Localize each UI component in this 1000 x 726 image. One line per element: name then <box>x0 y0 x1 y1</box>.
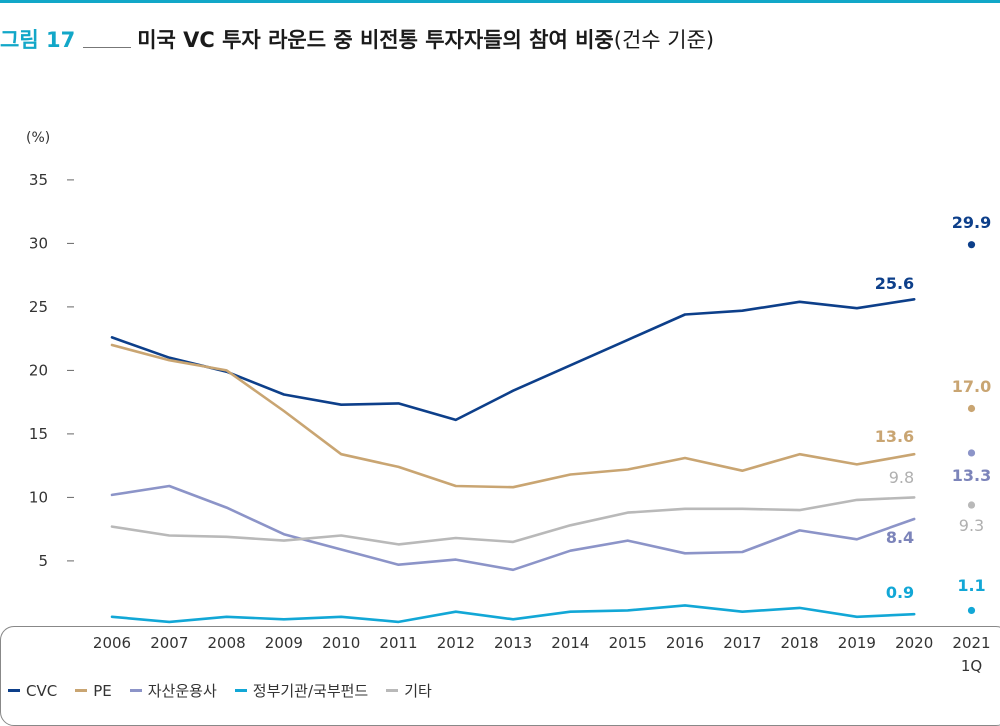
series-line-0 <box>110 297 916 422</box>
top-rule <box>0 0 1000 3</box>
figure-subtitle: (건수 기준) <box>613 28 715 52</box>
y-axis-unit: (%) <box>26 130 50 146</box>
q1-label-4: 9.3 <box>959 516 984 535</box>
q1-point-1 <box>967 404 976 413</box>
end-label-4: 9.8 <box>889 468 914 487</box>
y-tick-label-5: 5 <box>38 552 48 570</box>
q1-point-0 <box>967 241 976 249</box>
figure-main-title: 미국 VC 투자 라운드 중 비전통 투자자들의 참여 비중 <box>137 28 614 52</box>
legend-label-1: PE <box>93 681 112 700</box>
legend-swatch-2 <box>129 689 142 692</box>
legend-item-2: 자산운용사 <box>129 680 217 701</box>
q1-point-2 <box>967 449 976 457</box>
figure-title: 그림 17 미국 VC 투자 라운드 중 비전통 투자자들의 참여 비중(건수 기… <box>0 24 714 54</box>
legend-item-0: CVC <box>8 680 57 701</box>
x-tick-label-1q: 1Q <box>961 657 982 675</box>
q1-label-2: 13.3 <box>952 466 991 485</box>
x-tick-label-2013: 2013 <box>494 634 532 652</box>
end-label-1: 13.6 <box>875 427 914 446</box>
y-tick-label-15: 15 <box>29 425 48 443</box>
series-line-3 <box>110 604 916 624</box>
y-tick-label-35: 35 <box>29 171 48 189</box>
x-tick-label-2009: 2009 <box>265 634 303 652</box>
legend-swatch-4 <box>386 689 399 692</box>
x-tick-label-2010: 2010 <box>322 634 360 652</box>
x-tick-label-2018: 2018 <box>781 634 819 652</box>
x-tick-label-2021: 2021 <box>952 634 990 652</box>
legend-item-3: 정부기관/국부펀드 <box>234 680 369 701</box>
legend-swatch-1 <box>75 689 88 692</box>
legend-item-1: PE <box>75 680 112 701</box>
x-tick-label-2019: 2019 <box>838 634 876 652</box>
legend-swatch-0 <box>8 689 20 692</box>
x-tick-label-2020: 2020 <box>895 634 933 652</box>
legend-frame <box>0 626 1000 726</box>
legend-label-3: 정부기관/국부펀드 <box>252 682 369 700</box>
title-separator <box>83 46 132 48</box>
q1-label-0: 29.9 <box>952 213 991 232</box>
series-line-4 <box>110 496 916 546</box>
x-tick-label-2014: 2014 <box>551 634 589 652</box>
figure-number: 그림 17 <box>0 28 76 52</box>
legend: CVC PE 자산운용사 정부기관/국부펀드 기타 <box>8 680 432 701</box>
x-tick-label-2015: 2015 <box>609 634 647 652</box>
y-tick-label-30: 30 <box>29 234 48 252</box>
x-tick-label-2011: 2011 <box>379 634 417 652</box>
q1-point-4 <box>967 501 976 509</box>
x-tick-label-2017: 2017 <box>723 634 761 652</box>
q1-point-3 <box>967 606 976 615</box>
x-tick-label-2006: 2006 <box>93 634 131 652</box>
series-line-1 <box>110 343 916 489</box>
series-line-2 <box>110 484 916 572</box>
end-label-2: 8.4 <box>886 528 914 547</box>
legend-label-4: 기타 <box>404 682 432 700</box>
x-tick-label-2016: 2016 <box>666 634 704 652</box>
y-tick-label-20: 20 <box>29 361 48 379</box>
legend-label-0: CVC <box>26 681 58 700</box>
end-label-0: 25.6 <box>875 274 914 293</box>
x-tick-label-2007: 2007 <box>150 634 188 652</box>
legend-swatch-3 <box>234 689 247 692</box>
legend-item-4: 기타 <box>386 680 432 701</box>
q1-label-1: 17.0 <box>952 377 991 396</box>
y-tick-label-25: 25 <box>29 298 48 316</box>
y-tick-label-10: 10 <box>29 488 48 506</box>
q1-label-3: 1.1 <box>957 576 985 595</box>
end-label-3: 0.9 <box>886 583 914 602</box>
x-tick-label-2008: 2008 <box>208 634 246 652</box>
line-chart: (%) 5 10 15 20 25 30 35 2006 2007 2008 2009 2010 2011… <box>26 130 991 675</box>
x-tick-label-2012: 2012 <box>437 634 475 652</box>
legend-label-2: 자산운용사 <box>147 682 217 700</box>
